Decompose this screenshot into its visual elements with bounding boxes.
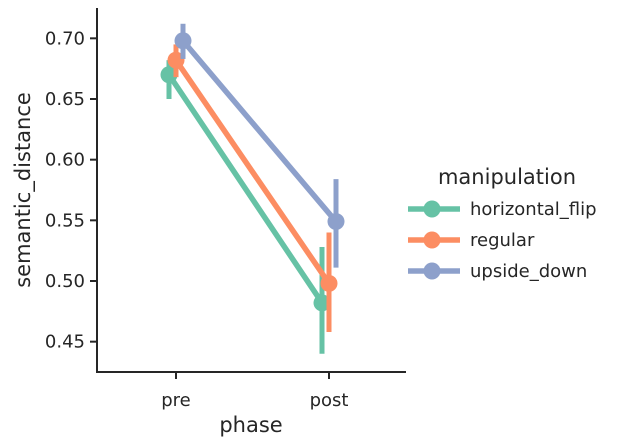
data-point <box>160 66 178 84</box>
data-point <box>174 32 192 50</box>
legend-marker <box>423 200 441 218</box>
x-tick-label: pre <box>161 390 191 411</box>
y-axis-title: semantic_distance <box>11 92 36 288</box>
series-layer <box>160 23 345 354</box>
y-tick-label: 0.65 <box>45 89 85 110</box>
y-tick-label: 0.55 <box>45 210 85 231</box>
y-tick-label: 0.45 <box>45 332 85 353</box>
data-point <box>327 213 345 231</box>
data-point <box>320 274 338 292</box>
plot-area: 0.45 0.50 0.55 0.60 0.65 0.70 pre post <box>45 8 406 411</box>
x-axis-title: phase <box>219 413 282 437</box>
legend-marker <box>423 231 441 249</box>
legend-label: regular <box>470 230 535 251</box>
series-line <box>173 57 332 287</box>
data-point <box>167 51 185 69</box>
x-tick-label: post <box>310 390 349 411</box>
series-line <box>166 71 325 306</box>
data-point <box>313 294 331 312</box>
legend-title: manipulation <box>438 165 576 189</box>
series-regular <box>167 44 338 332</box>
series-upside_down <box>174 23 345 268</box>
legend-marker <box>423 262 441 280</box>
series-horizontal_flip <box>160 60 331 354</box>
y-tick-label: 0.50 <box>45 271 85 292</box>
y-ticks: 0.45 0.50 0.55 0.60 0.65 0.70 <box>45 28 97 353</box>
legend-label: horizontal_flip <box>470 199 597 220</box>
y-tick-label: 0.60 <box>45 150 85 171</box>
y-tick-label: 0.70 <box>45 28 85 49</box>
series-line <box>180 38 339 225</box>
x-ticks: pre post <box>161 372 348 411</box>
legend-label: upside_down <box>470 261 587 282</box>
